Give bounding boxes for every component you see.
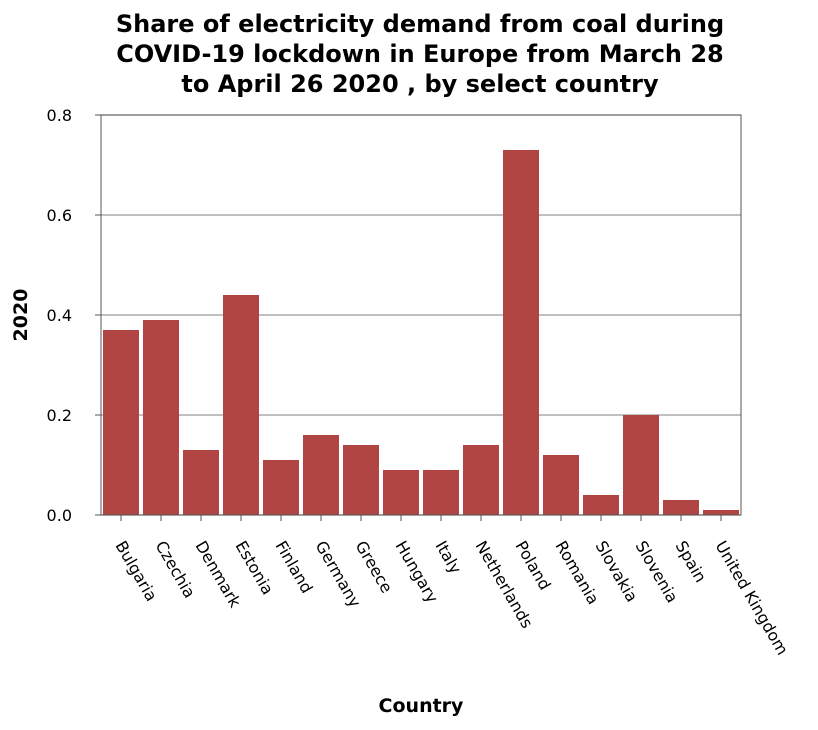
chart-title-line: COVID-19 lockdown in Europe from March 2… (116, 40, 724, 68)
y-axis-label: 2020 (10, 289, 32, 342)
bar-denmark (183, 450, 219, 515)
bar-spain (663, 500, 699, 515)
bar-slovenia (623, 415, 659, 515)
y-tick-label: 0.6 (47, 206, 72, 225)
chart-title-line: to April 26 2020 , by select country (181, 70, 659, 98)
bar-poland (503, 150, 539, 515)
bar-united-kingdom (703, 510, 739, 515)
bar-estonia (223, 295, 259, 515)
bars (103, 150, 739, 515)
y-tick-label: 0.4 (47, 306, 72, 325)
bar-netherlands (463, 445, 499, 515)
bar-italy (423, 470, 459, 515)
y-tick-label: 0.8 (47, 106, 72, 125)
y-axis-ticks: 0.0 0.2 0.4 0.6 0.8 (47, 106, 101, 525)
bar-hungary (383, 470, 419, 515)
x-tick-label: Italy (432, 538, 466, 578)
bar-czechia (143, 320, 179, 515)
bar-bulgaria (103, 330, 139, 515)
x-tick-label: Poland (512, 538, 555, 594)
x-tick-label: Greece (352, 538, 397, 597)
x-tick-label: Spain (672, 538, 711, 586)
chart-title: Share of electricity demand from coal du… (116, 10, 724, 98)
y-tick-label: 0.0 (47, 506, 72, 525)
x-tick-label: United Kingdom (712, 538, 793, 659)
bar-germany (303, 435, 339, 515)
bar-greece (343, 445, 379, 515)
bar-slovakia (583, 495, 619, 515)
y-tick-label: 0.2 (47, 406, 72, 425)
chart-title-line: Share of electricity demand from coal du… (116, 10, 724, 38)
x-tick-label: Finland (272, 538, 317, 597)
bar-finland (263, 460, 299, 515)
bar-romania (543, 455, 579, 515)
x-axis-ticks: BulgariaCzechiaDenmarkEstoniaFinlandGerm… (112, 515, 793, 659)
x-axis-label: Country (379, 695, 465, 717)
